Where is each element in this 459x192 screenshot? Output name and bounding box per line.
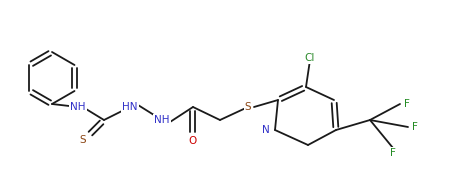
Text: F: F (389, 148, 395, 158)
Text: F: F (403, 99, 409, 109)
Text: S: S (79, 135, 86, 145)
Text: F: F (411, 122, 417, 132)
Text: NH: NH (70, 102, 85, 112)
Text: HN: HN (122, 102, 137, 112)
Text: S: S (244, 102, 251, 112)
Text: NH: NH (154, 115, 169, 125)
Text: O: O (189, 136, 197, 146)
Text: Cl: Cl (304, 53, 314, 63)
Text: N: N (262, 125, 269, 135)
